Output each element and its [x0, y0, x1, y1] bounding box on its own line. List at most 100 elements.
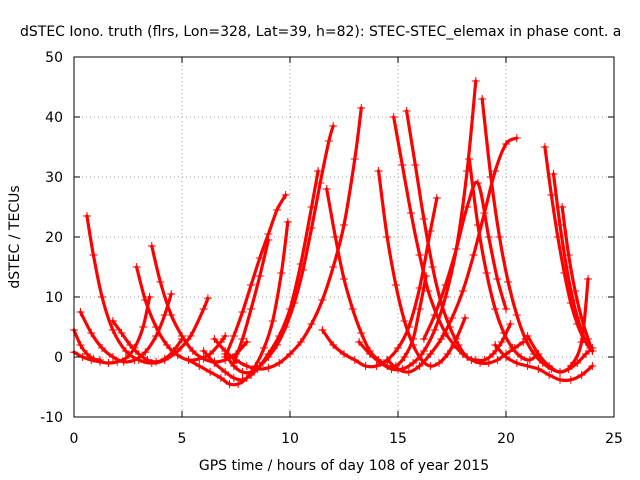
data-point-9-11: [316, 179, 325, 187]
data-point-5-1: [141, 296, 150, 304]
data-point-22-3: [452, 245, 461, 253]
data-point-15-8: [469, 251, 478, 259]
data-point-16-2: [340, 275, 348, 283]
data-point-9-10: [307, 224, 316, 232]
data-point-13-7: [394, 344, 402, 352]
data-point-10-3: [242, 362, 251, 370]
series-trace-2: [78, 292, 173, 364]
data-point-23-6: [556, 375, 564, 384]
data-point-25-2: [562, 263, 571, 271]
data-point-17-1: [383, 233, 392, 241]
data-point-3-6: [147, 359, 156, 367]
data-point-19-8: [458, 350, 467, 358]
data-point-4-2: [126, 341, 135, 349]
data-point-1-3: [95, 357, 104, 366]
data-point-16-1: [331, 233, 340, 241]
data-point-8-0: [199, 347, 208, 355]
data-point-18-0: [402, 107, 411, 115]
data-point-18-11: [497, 338, 506, 346]
data-point-17-2: [391, 281, 400, 289]
data-point-21-12: [581, 350, 590, 358]
data-point-14-5: [409, 359, 418, 367]
data-point-9-2: [238, 368, 247, 376]
data-point-10-0: [210, 335, 219, 343]
axis-ticks: [73, 56, 615, 418]
data-point-12-0: [229, 359, 238, 367]
data-point-20-2: [482, 269, 491, 277]
x-tick-labels: 0 5 10 15 20 25: [70, 431, 623, 447]
data-point-13-1: [329, 341, 338, 349]
data-point-21-4: [512, 311, 521, 319]
data-point-18-9: [480, 356, 489, 364]
data-point-27-0: [523, 332, 532, 340]
data-point-27-1: [534, 350, 543, 358]
data-point-23-0: [491, 341, 500, 349]
data-point-17-8: [443, 350, 452, 358]
data-point-18-2: [419, 215, 428, 223]
data-point-12-4: [264, 236, 273, 244]
data-point-14-8: [441, 293, 450, 301]
data-point-4-1: [117, 329, 126, 337]
data-point-22-1: [430, 311, 439, 319]
data-point-17-10: [460, 314, 469, 322]
data-point-10-12: [340, 221, 348, 229]
data-point-7-2: [206, 368, 215, 376]
data-point-2-0: [76, 308, 85, 316]
data-point-19-0: [389, 113, 398, 121]
data-point-15-9: [480, 209, 489, 217]
data-point-21-3: [504, 278, 513, 286]
data-point-6-9: [242, 338, 251, 346]
data-point-15-5: [437, 335, 446, 343]
data-point-10-4: [253, 365, 262, 373]
data-point-26-2: [571, 287, 580, 295]
data-point-7-10: [277, 269, 286, 277]
data-point-3-10: [199, 305, 208, 313]
data-point-5-9: [221, 332, 230, 340]
data-point-2-4: [119, 357, 128, 366]
data-point-7-8: [260, 344, 269, 352]
data-point-5-2: [152, 323, 161, 331]
data-point-6-4: [188, 347, 197, 355]
data-point-13-9: [415, 284, 424, 292]
data-point-22-8: [502, 305, 510, 313]
data-point-8-4: [238, 375, 247, 384]
data-point-10-8: [296, 338, 305, 346]
data-point-1-7: [130, 344, 139, 352]
x-tick-label-5: 25: [605, 431, 623, 447]
data-point-6-5: [199, 354, 208, 363]
data-point-8-9: [286, 305, 294, 313]
y-tick-label-3: 20: [45, 230, 63, 246]
data-point-14-0: [355, 338, 364, 346]
data-point-8-12: [314, 167, 323, 175]
data-point-8-1: [210, 359, 219, 367]
data-markers: [70, 77, 597, 388]
data-point-2-3: [108, 353, 117, 361]
data-point-1-9: [145, 293, 154, 301]
data-point-19-11: [484, 359, 493, 367]
data-point-17-9: [452, 335, 461, 343]
data-point-19-9: [467, 356, 476, 364]
data-point-27-4: [566, 362, 575, 370]
data-point-7-11: [283, 218, 292, 226]
data-point-6-2: [167, 311, 176, 319]
data-point-7-0: [184, 356, 193, 364]
data-point-16-5: [365, 347, 374, 355]
data-point-9-6: [273, 341, 282, 349]
data-point-24-1: [547, 191, 556, 199]
data-point-16-8: [391, 362, 400, 370]
data-point-13-8: [404, 323, 413, 331]
data-point-19-4: [424, 287, 433, 295]
data-point-23-5: [545, 371, 554, 379]
data-point-25-4: [575, 320, 584, 328]
data-point-3-4: [121, 347, 130, 355]
data-point-22-5: [473, 179, 482, 187]
data-point-10-5: [264, 363, 273, 372]
data-point-16-3: [348, 305, 357, 313]
data-point-11-2: [238, 308, 247, 316]
data-point-5-0: [132, 263, 141, 271]
data-point-16-7: [383, 362, 392, 370]
data-point-15-2: [404, 368, 413, 376]
data-point-20-3: [491, 305, 500, 313]
